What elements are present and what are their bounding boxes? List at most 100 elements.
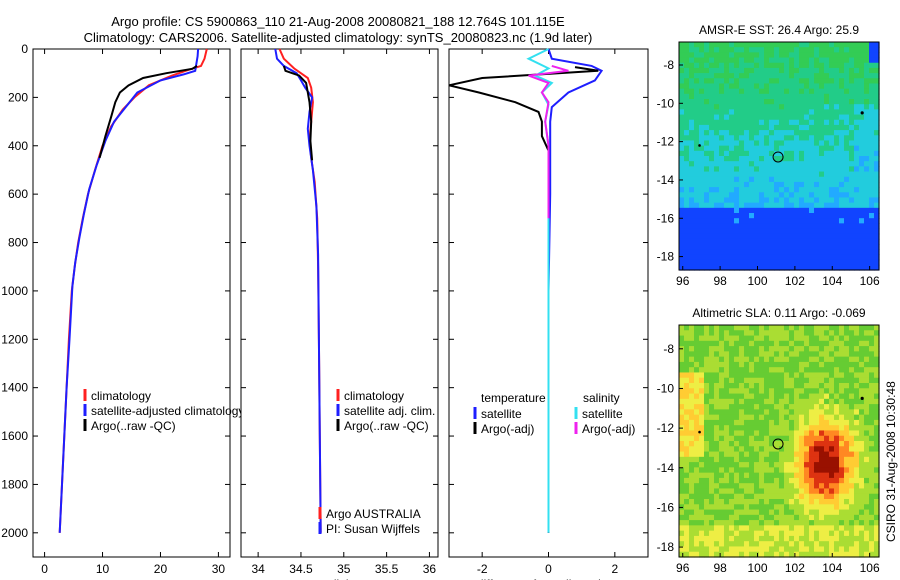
sla-map-cell (729, 446, 735, 453)
sst-map-cell (754, 181, 760, 188)
sla-map-cell (839, 551, 845, 558)
sla-map-cell (684, 383, 690, 389)
sla-map-cell (714, 435, 720, 442)
sla-map-cell (724, 535, 730, 542)
sst-map-cell (679, 218, 685, 224)
sla-map-cell (754, 441, 760, 447)
sst-map-cell (714, 228, 720, 235)
sst-map-cell (699, 202, 705, 209)
sla-map-cell (734, 419, 740, 426)
sst-map-cell (694, 62, 700, 69)
sst-map-cell (794, 176, 800, 183)
sla-map-cell (864, 441, 870, 447)
sla-map-cell (844, 367, 850, 374)
sst-map-cell (704, 228, 710, 235)
sla-map-cell (769, 335, 775, 342)
sla-map-cell (809, 435, 815, 442)
sla-map-cell (839, 414, 845, 421)
sla-map-cell (739, 361, 745, 368)
sst-map-cell (699, 207, 705, 214)
sla-map-cell (859, 530, 865, 537)
sst-map-cell (814, 150, 820, 157)
sla-map-cell (834, 383, 840, 389)
sst-map-cell (864, 150, 870, 157)
sla-map-cell (694, 367, 700, 374)
sla-map-cell (709, 535, 715, 542)
sst-map-cell (744, 62, 750, 69)
sst-map-cell (869, 213, 875, 219)
sla-map-cell (694, 351, 700, 358)
sla-map-cell (794, 530, 800, 537)
sst-map-cell (819, 171, 825, 178)
sla-map-cell (764, 377, 770, 384)
sla-map-cell (849, 551, 855, 558)
sst-map-cell (854, 207, 860, 214)
sst-map-cell (799, 156, 805, 162)
sla-map-cell (859, 451, 865, 458)
sla-map-cell (869, 488, 875, 495)
sla-map-cell (704, 441, 710, 447)
sst-map-cell (704, 78, 710, 85)
sla-map-cell (774, 419, 780, 426)
sst-map-cell (779, 114, 785, 121)
sla-map-cell (754, 414, 760, 421)
sst-map-cell (874, 57, 880, 64)
sst-map-cell (849, 73, 855, 79)
sla-map-cell (744, 462, 750, 468)
sst-map-cell (734, 140, 740, 147)
sst-map-cell (804, 207, 810, 214)
sla-map-cell (794, 467, 800, 474)
sla-map-cell (714, 404, 720, 410)
sla-map-cell (804, 514, 810, 521)
sla-map-cell (744, 398, 750, 405)
sst-map-cell (834, 233, 840, 240)
sla-map-cell (844, 472, 850, 479)
sla-map-cell (779, 477, 785, 484)
sst-map-cell (804, 202, 810, 209)
sla-map-cell (764, 425, 770, 432)
sst-map-cell (774, 176, 780, 183)
sla-map-cell (729, 430, 735, 437)
sst-map-cell (779, 249, 785, 256)
sst-map-cell (754, 176, 760, 183)
sla-map-cell (769, 441, 775, 447)
sla-map-cell (794, 435, 800, 442)
sla-map-cell (794, 388, 800, 395)
sla-map-cell (814, 541, 820, 548)
sst-map-cell (799, 42, 805, 48)
sla-map-cell (819, 356, 825, 363)
sst-map-cell (739, 119, 745, 126)
sst-map-cell (759, 119, 765, 126)
sla-map-cell (809, 404, 815, 410)
sla-map-cell (864, 493, 870, 500)
sla-map-cell (744, 514, 750, 521)
sst-map-cell (689, 145, 695, 152)
sla-map-cell (759, 477, 765, 484)
sla-map-cell (759, 435, 765, 442)
sla-map-cell (864, 551, 870, 558)
sst-map-cell (759, 114, 765, 121)
sst-map-cell (709, 67, 715, 74)
sst-map-cell (694, 109, 700, 116)
sla-map-cell (834, 472, 840, 479)
sst-map-cell (729, 192, 735, 199)
sst-map-cell (814, 264, 820, 271)
sst-map-cell (729, 83, 735, 90)
sst-map-cell (844, 104, 850, 110)
sst-map-cell (799, 52, 805, 59)
sla-map-cell (779, 467, 785, 474)
sla-map-cell (789, 388, 795, 395)
sst-map-cell (834, 254, 840, 261)
sst-map-cell (694, 78, 700, 85)
sla-map-cell (844, 488, 850, 495)
sla-map-cell (794, 446, 800, 453)
sla-map-cell (804, 367, 810, 374)
sst-map-cell (719, 145, 725, 152)
sla-map-cell (684, 530, 690, 537)
sst-map-cell (689, 47, 695, 53)
sst-map-cell (694, 192, 700, 199)
sla-map-cell (739, 541, 745, 548)
sla-map-cell (729, 383, 735, 389)
sla-map-cell (714, 530, 720, 537)
